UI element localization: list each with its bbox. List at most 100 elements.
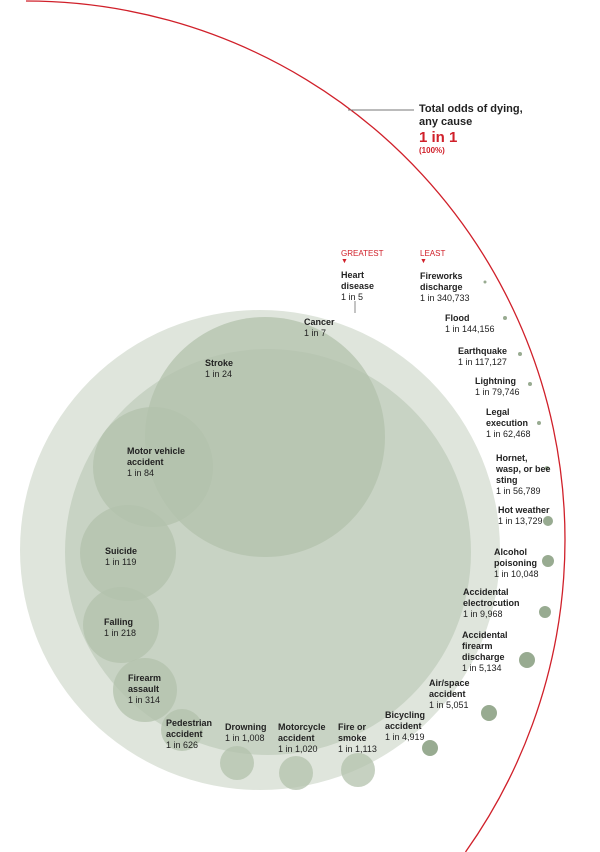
cause-odds: 1 in 626: [166, 740, 199, 750]
cause-odds: 1 in 1,020: [278, 744, 318, 754]
label-legal-execution: Legal execution 1 in 62,468: [486, 407, 541, 440]
cause-odds: 1 in 117,127: [458, 357, 507, 367]
bubble-air-space-accident: [481, 705, 497, 721]
cause-odds: 1 in 5: [341, 292, 364, 302]
cause-name: Fireworks discharge: [420, 271, 463, 292]
label-air-space-accident: Air/space accident 1 in 5,051: [429, 678, 479, 711]
label-flood: Flood 1 in 144,156: [445, 313, 505, 335]
label-motorcycle-accident: Motorcycle accident 1 in 1,020: [278, 722, 328, 755]
cause-odds: 1 in 119: [105, 557, 137, 567]
cause-odds: 1 in 144,156: [445, 324, 495, 334]
bubble-flood: [503, 316, 507, 320]
down-triangle-icon: ▼: [341, 258, 348, 265]
label-earthquake: Earthquake 1 in 117,127: [458, 346, 518, 368]
cause-name: Legal execution: [486, 407, 529, 428]
cause-odds: 1 in 218: [104, 628, 137, 638]
cause-odds: 1 in 10,048: [494, 569, 539, 579]
cause-name: Pedestrian accident: [166, 718, 213, 739]
total-odds-ring: [25, 0, 566, 852]
cause-odds: 1 in 1,113: [338, 744, 377, 754]
bubble-accidental-electrocution: [539, 606, 551, 618]
label-stroke: Stroke 1 in 24: [205, 358, 255, 380]
total-percent: (100%): [419, 146, 445, 155]
total-title: Total odds of dying, any cause: [419, 103, 523, 128]
cause-name: Lightning: [475, 376, 516, 386]
bubble-hornet-wasp-or-bee-sting: [545, 466, 549, 470]
label-lightning: Lightning 1 in 79,746: [475, 376, 535, 398]
cause-odds: 1 in 4,919: [385, 732, 425, 742]
bubble-alcohol-poisoning: [542, 555, 554, 567]
cause-name: Accidental firearm discharge: [462, 630, 508, 662]
down-triangle-icon: ▼: [420, 258, 427, 265]
cause-name: Firearm assault: [128, 673, 162, 694]
label-falling: Falling 1 in 218: [104, 617, 154, 639]
bubble-motor-vehicle-accident: [93, 407, 213, 527]
bubble-falling: [83, 587, 159, 663]
cause-name: Flood: [445, 313, 470, 323]
bubble-earthquake: [518, 352, 522, 356]
cause-name: Bicycling accident: [385, 710, 426, 731]
label-hot-weather: Hot weather 1 in 13,729: [498, 505, 553, 527]
bubble-hot-weather: [543, 516, 553, 526]
cause-name: Stroke: [205, 358, 234, 368]
label-pedestrian-accident: Pedestrian accident 1 in 626: [166, 718, 216, 751]
cause-name: Drowning: [225, 722, 267, 732]
cause-odds: 1 in 1,008: [225, 733, 265, 743]
label-accidental-firearm-discharge: Accidental firearm discharge 1 in 5,134: [462, 630, 527, 674]
cause-name: Alcohol poisoning: [494, 547, 537, 568]
label-fire-or-smoke: Fire or smoke 1 in 1,113: [338, 722, 383, 755]
label-drowning: Drowning 1 in 1,008: [225, 722, 275, 744]
greatest-text: GREATEST: [341, 249, 384, 258]
label-motor-vehicle-accident: Motor vehicle accident 1 in 84: [127, 446, 187, 479]
cause-name: Cancer: [304, 317, 335, 327]
label-heart-disease: Heart disease 1 in 5: [341, 270, 391, 303]
bubble-bicycling-accident: [422, 740, 438, 756]
least-text: LEAST: [420, 249, 446, 258]
bubble-drowning: [220, 746, 254, 780]
cause-odds: 1 in 314: [128, 695, 161, 705]
label-firearm-assault: Firearm assault 1 in 314: [128, 673, 178, 706]
bubble-fire-or-smoke: [341, 753, 375, 787]
label-bicycling-accident: Bicycling accident 1 in 4,919: [385, 710, 435, 743]
cause-odds: 1 in 9,968: [463, 609, 503, 619]
bubble-firearm-assault: [113, 658, 177, 722]
cause-name: Hornet, wasp, or bee sting: [496, 453, 551, 485]
cause-odds: 1 in 5,134: [462, 663, 502, 673]
cause-name: Air/space accident: [429, 678, 470, 699]
cause-name: Motor vehicle accident: [127, 446, 186, 467]
bubble-stroke: [145, 317, 385, 557]
cause-name: Heart disease: [341, 270, 375, 291]
label-hornet-wasp-or-bee-sting: Hornet, wasp, or bee sting 1 in 56,789: [496, 453, 551, 497]
label-accidental-electrocution: Accidental electrocution 1 in 9,968: [463, 587, 538, 620]
label-fireworks-discharge: Fireworks discharge 1 in 340,733: [420, 271, 490, 304]
total-odds-label: Total odds of dying, any cause 1 in 1 (1…: [419, 103, 529, 156]
cause-odds: 1 in 79,746: [475, 387, 520, 397]
least-header: LEAST ▼: [420, 249, 445, 265]
cause-name: Earthquake: [458, 346, 508, 356]
cause-odds: 1 in 84: [127, 468, 155, 478]
label-cancer: Cancer 1 in 7: [304, 317, 354, 339]
cause-name: Hot weather: [498, 505, 550, 515]
cause-name: Motorcycle accident: [278, 722, 326, 743]
bubble-pedestrian-accident: [161, 709, 203, 751]
bubble-lightning: [528, 382, 532, 386]
label-alcohol-poisoning: Alcohol poisoning 1 in 10,048: [494, 547, 549, 580]
cause-odds: 1 in 340,733: [420, 293, 470, 303]
greatest-header: GREATEST ▼: [341, 249, 384, 265]
cause-name: Accidental electrocution: [463, 587, 520, 608]
bubble-suicide: [80, 505, 176, 601]
bubble-legal-execution: [537, 421, 541, 425]
total-value: 1 in 1: [419, 129, 458, 146]
cause-odds: 1 in 62,468: [486, 429, 531, 439]
cause-odds: 1 in 56,789: [496, 486, 541, 496]
cause-name: Suicide: [105, 546, 138, 556]
bubble-fireworks-discharge: [483, 280, 487, 284]
bubble-accidental-firearm-discharge: [519, 652, 535, 668]
label-suicide: Suicide 1 in 119: [105, 546, 155, 568]
cause-name: Fire or smoke: [338, 722, 367, 743]
cause-odds: 1 in 24: [205, 369, 233, 379]
cause-odds: 1 in 5,051: [429, 700, 469, 710]
bubble-motorcycle-accident: [279, 756, 313, 790]
